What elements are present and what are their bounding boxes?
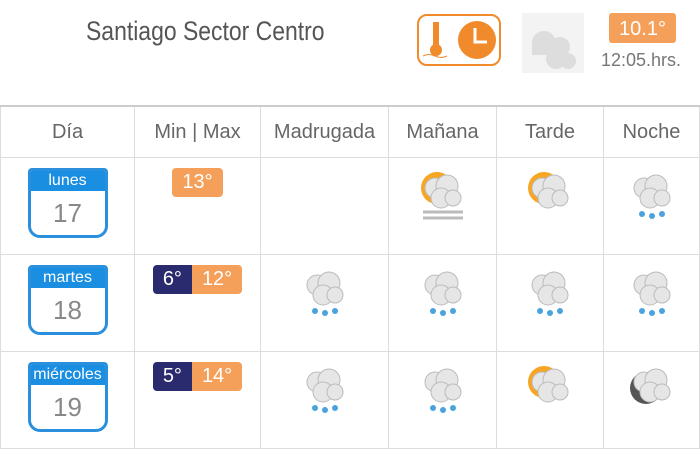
rain-icon xyxy=(424,368,461,413)
partly-cloudy-icon xyxy=(528,172,569,209)
noche-cell xyxy=(603,351,700,449)
day-date: 18 xyxy=(53,295,82,325)
col-dia: Día xyxy=(0,105,135,158)
table-row: martes 18 6° 12° xyxy=(0,254,700,352)
madrugada-cell xyxy=(260,254,389,352)
min-temp: 6° xyxy=(152,265,192,294)
col-minmax: Min | Max xyxy=(134,105,261,158)
partly-cloudy-fog-icon xyxy=(420,172,463,220)
update-time: 12:05.hrs. xyxy=(601,50,682,70)
table-row: lunes 17 13° xyxy=(0,157,700,255)
page-title: Santiago Sector Centro xyxy=(86,16,325,46)
minmax-cell: 5° 14° xyxy=(134,351,261,449)
col-manana: Mañana xyxy=(388,105,497,158)
noche-cell xyxy=(603,254,700,352)
max-temp: 14° xyxy=(191,362,243,391)
tarde-cell xyxy=(496,157,604,255)
max-temp: 13° xyxy=(172,168,223,197)
rain-icon xyxy=(633,271,670,316)
forecast-table: Día Min | Max Madrugada Mañana Tarde Noc… xyxy=(0,105,700,449)
noche-cell xyxy=(603,157,700,255)
min-temp: 5° xyxy=(152,362,192,391)
calendar-badge: martes 18 xyxy=(27,265,108,335)
calendar-badge: miércoles 19 xyxy=(27,362,108,432)
rain-icon xyxy=(531,271,569,316)
rain-icon xyxy=(424,271,461,316)
manana-cell xyxy=(388,351,497,449)
manana-cell xyxy=(388,254,497,352)
rain-icon xyxy=(306,271,343,316)
day-name: lunes xyxy=(30,171,105,191)
day-cell: martes 18 xyxy=(0,254,135,352)
madrugada-cell xyxy=(260,157,389,255)
light-rain-icon xyxy=(633,174,670,219)
calendar-badge: lunes 17 xyxy=(27,168,108,238)
madrugada-cell xyxy=(260,351,389,449)
max-temp: 12° xyxy=(191,265,243,294)
manana-cell xyxy=(388,157,497,255)
minmax-cell: 6° 12° xyxy=(134,254,261,352)
col-tarde: Tarde xyxy=(496,105,604,158)
tarde-cell xyxy=(496,351,604,449)
tarde-cell xyxy=(496,254,604,352)
day-date: 17 xyxy=(53,198,82,228)
partly-cloudy-icon xyxy=(528,366,569,403)
night-cloudy-icon xyxy=(629,368,670,404)
minmax-cell: 13° xyxy=(134,157,261,255)
day-name: miércoles xyxy=(30,365,105,385)
day-date: 19 xyxy=(53,392,82,422)
day-name: martes xyxy=(30,268,105,288)
col-madrugada: Madrugada xyxy=(260,105,389,158)
thermometer-clock-icon xyxy=(417,14,501,66)
rain-icon xyxy=(306,368,343,413)
day-cell: lunes 17 xyxy=(0,157,135,255)
current-temperature: 10.1° xyxy=(609,13,676,43)
col-noche: Noche xyxy=(603,105,700,158)
cloudy-icon xyxy=(522,13,584,73)
table-row: miércoles 19 5° 14° xyxy=(0,351,700,449)
day-cell: miércoles 19 xyxy=(0,351,135,449)
